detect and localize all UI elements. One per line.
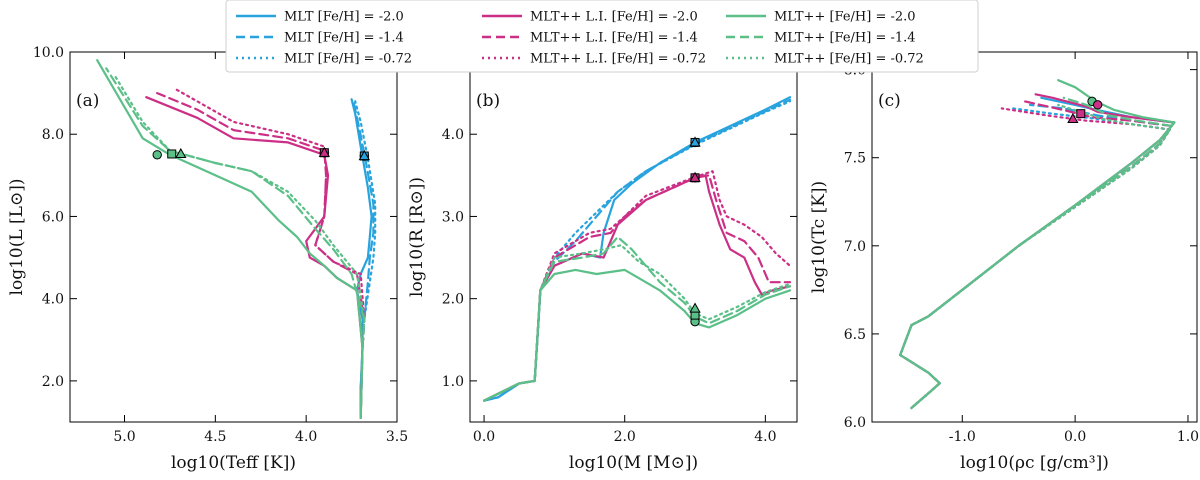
series-line-2 <box>899 103 1174 409</box>
series-line-1 <box>899 96 1176 409</box>
x-tick-label: -1.0 <box>949 429 976 445</box>
series-line-3 <box>899 107 1171 409</box>
y-axis-label: log10(R [R⊙]) <box>407 177 427 297</box>
marker-circle <box>1092 100 1103 110</box>
axes-frame <box>469 51 798 423</box>
y-tick-label: 6.0 <box>844 415 866 431</box>
legend-entry-label: MLT++ [Fe/H] = -1.4 <box>774 31 916 46</box>
series-line-2 <box>352 100 375 419</box>
series-line-6 <box>483 170 792 402</box>
legend-entry-label: MLT++ L.I. [Fe/H] = -2.0 <box>530 10 698 25</box>
legend-entry-label: MLT++ [Fe/H] = -0.72 <box>774 52 924 67</box>
axes-frame <box>69 51 398 423</box>
x-tick-label: 0.0 <box>1064 429 1086 445</box>
x-axis-label: log10(ρc [g/cm³]) <box>960 453 1109 473</box>
panel-tag: (b) <box>476 91 500 111</box>
marker-triangle <box>689 171 701 182</box>
x-tick-label: 4.0 <box>295 429 317 445</box>
y-tick-label: 8.0 <box>42 127 64 143</box>
series-line-6 <box>899 107 1171 409</box>
y-tick-label: 7.5 <box>844 151 866 167</box>
marker-circle <box>152 150 162 160</box>
series-line-7 <box>899 79 1176 409</box>
y-tick-label: 6.5 <box>844 327 866 343</box>
y-tick-label: 6.0 <box>42 209 64 225</box>
y-tick-label: 1.0 <box>442 374 464 390</box>
marker-triangle <box>1067 112 1079 124</box>
series-line-8 <box>899 96 1174 409</box>
series-line-3 <box>354 100 377 419</box>
x-tick-label: 3.5 <box>386 429 408 445</box>
series-line-9 <box>114 75 366 419</box>
series-line-1 <box>483 96 792 402</box>
x-tick-label: 1.0 <box>1177 429 1199 445</box>
y-axis-label: log10(Tc [K]) <box>809 181 829 293</box>
y-tick-label: 4.0 <box>42 292 64 308</box>
series-line-5 <box>156 92 366 419</box>
marker-square <box>1076 109 1086 119</box>
series-line-9 <box>899 103 1171 409</box>
axes-frame <box>871 51 1198 423</box>
series-line-8 <box>483 235 792 402</box>
marker-triangle <box>175 147 187 159</box>
legend-entry-label: MLT [Fe/H] = -2.0 <box>284 10 404 25</box>
legend-entry-label: MLT++ [Fe/H] = -2.0 <box>774 10 916 25</box>
plot-area <box>96 59 377 419</box>
y-tick-label: 2.0 <box>442 292 464 308</box>
panel-tag: (c) <box>878 91 901 111</box>
y-tick-label: 3.0 <box>442 209 464 225</box>
marker-triangle <box>318 146 330 157</box>
panel-tag: (a) <box>76 91 99 111</box>
panel-a: 5.0 4.5 4.0 3.5 2.0 4.0 6.0 8.0 10.0 log10(Teff [… <box>7 45 408 473</box>
x-tick-label: 5.0 <box>113 429 135 445</box>
y-tick-label: 10.0 <box>33 45 64 61</box>
series-line-9 <box>483 244 792 402</box>
marker-triangle <box>358 149 370 161</box>
legend-entry-label: MLT [Fe/H] = -1.4 <box>284 31 404 46</box>
series-line-4 <box>483 174 792 402</box>
series-line-4 <box>899 93 1176 409</box>
marker-triangle <box>689 302 701 313</box>
series-line-5 <box>899 100 1174 409</box>
legend-entry-label: MLT++ L.I. [Fe/H] = -0.72 <box>530 52 706 67</box>
marker-square <box>167 149 177 159</box>
series-line-3 <box>483 100 792 402</box>
x-tick-label: 4.0 <box>754 429 776 445</box>
x-tick-label: 0.0 <box>473 429 495 445</box>
series-line-2 <box>483 98 792 402</box>
x-tick-label: 4.5 <box>204 429 226 445</box>
y-tick-label: 2.0 <box>42 374 64 390</box>
plot-area <box>483 96 792 402</box>
x-tick-label: 2.0 <box>614 429 636 445</box>
x-axis-label: log10(Teff [K]) <box>171 453 296 473</box>
legend: MLT [Fe/H] = -2.0 MLT [Fe/H] = -1.4 MLT [F… <box>225 0 979 73</box>
plot-area <box>899 79 1176 409</box>
x-axis-label: log10(M [M⊙]) <box>569 453 698 473</box>
series-line-8 <box>105 67 366 419</box>
marker-triangle <box>689 136 701 147</box>
y-tick-label: 4.0 <box>442 127 464 143</box>
legend-box <box>225 0 979 73</box>
y-tick-label: 7.0 <box>844 239 866 255</box>
y-axis-label: log10(L [L⊙]) <box>7 179 27 296</box>
legend-entry-label: MLT++ L.I. [Fe/H] = -1.4 <box>530 31 698 46</box>
legend-entry-label: MLT [Fe/H] = -0.72 <box>284 52 412 67</box>
